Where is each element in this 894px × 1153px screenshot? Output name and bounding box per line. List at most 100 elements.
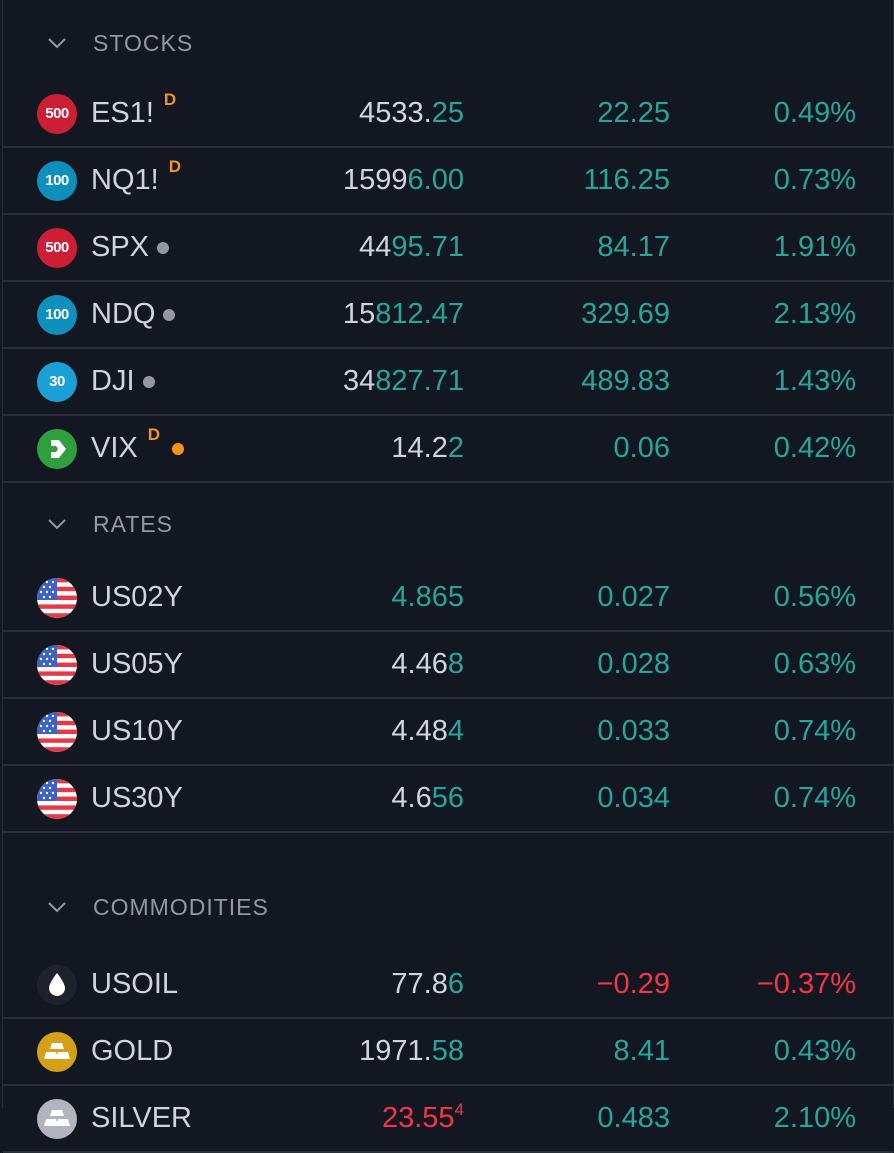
delayed-badge: D bbox=[147, 424, 161, 444]
price-plain: 4.48 bbox=[391, 715, 448, 747]
delayed-badge: D bbox=[163, 89, 177, 109]
watchlist-row[interactable]: US10Y 4.484 0.033 0.74% bbox=[3, 699, 893, 766]
symbol-cell[interactable]: GOLD bbox=[91, 1035, 173, 1068]
watchlist-row[interactable]: US30Y 4.656 0.034 0.74% bbox=[3, 766, 893, 833]
watchlist-row[interactable]: VIX D 14.22 0.06 0.42% bbox=[3, 416, 893, 483]
symbol-cell[interactable]: USOIL bbox=[91, 968, 178, 1001]
price-changed-digits: 95.71 bbox=[391, 231, 464, 263]
symbol-name: USOIL bbox=[91, 968, 179, 1000]
change-percent: 0.56% bbox=[773, 581, 856, 613]
price-plain: 34 bbox=[343, 365, 376, 397]
section-title: STOCKS bbox=[93, 29, 194, 56]
index-logo: 30 bbox=[37, 361, 77, 402]
market-status-dot bbox=[142, 375, 155, 388]
price-plain: 4.6 bbox=[391, 782, 432, 814]
symbol-name: SPX bbox=[91, 231, 150, 263]
watchlist-row[interactable]: 100 NDQ 15812.47 329.69 2.13% bbox=[3, 282, 893, 349]
price-changed-digits: 6.00 bbox=[407, 164, 464, 196]
change-value: 0.483 bbox=[597, 1102, 670, 1134]
price-plain: 44 bbox=[359, 231, 392, 263]
change-value: 84.17 bbox=[597, 231, 670, 263]
watchlist-row[interactable]: US02Y 4.865 0.027 0.56% bbox=[3, 565, 893, 632]
last-price: 77.86 bbox=[391, 968, 464, 1001]
symbol-name: VIX bbox=[91, 432, 138, 464]
us-flag-icon bbox=[37, 577, 77, 618]
change-value: 0.06 bbox=[613, 432, 670, 464]
price-fraction: 4 bbox=[454, 1100, 464, 1119]
symbol-name: US10Y bbox=[91, 715, 183, 747]
market-status-dot bbox=[163, 308, 176, 321]
watchlist-row[interactable]: 100 NQ1! D 15996.00 116.25 0.73% bbox=[3, 148, 893, 215]
change-percent: 1.43% bbox=[773, 365, 856, 397]
us-flag-icon bbox=[37, 778, 77, 819]
watchlist-row[interactable]: GOLD 1971.58 8.41 0.43% bbox=[3, 1019, 893, 1086]
watchlist-row[interactable]: SILVER 23.554 0.483 2.10% bbox=[3, 1086, 893, 1153]
watchlist-row[interactable]: US05Y 4.468 0.028 0.63% bbox=[3, 632, 893, 699]
symbol-cell[interactable]: NQ1! D bbox=[91, 157, 181, 197]
last-price: 1971.58 bbox=[359, 1035, 464, 1068]
change-value: 8.41 bbox=[613, 1035, 670, 1067]
change-percent: 0.49% bbox=[773, 97, 856, 129]
section-header-commodities[interactable]: COMMODITIES bbox=[3, 862, 893, 952]
price-plain: 15 bbox=[343, 298, 376, 330]
chevron-down-icon[interactable] bbox=[3, 901, 93, 913]
symbol-cell[interactable]: US02Y bbox=[91, 581, 183, 614]
index-logo: 500 bbox=[37, 93, 77, 134]
price-changed-digits: 8 bbox=[447, 648, 464, 680]
price-changed-digits: 6 bbox=[447, 968, 464, 1000]
symbol-cell[interactable]: ES1! D bbox=[91, 90, 176, 130]
index-logo: 100 bbox=[37, 294, 77, 335]
change-percent: −0.37% bbox=[756, 968, 856, 1000]
price-changed-digits: 25 bbox=[431, 97, 464, 129]
us-flag-icon bbox=[37, 711, 77, 752]
us-flag-icon bbox=[37, 644, 77, 685]
symbol-cell[interactable]: NDQ bbox=[91, 298, 176, 331]
price-plain: 1971. bbox=[359, 1035, 432, 1067]
change-value: 22.25 bbox=[597, 97, 670, 129]
chevron-down-icon[interactable] bbox=[3, 37, 93, 49]
symbol-name: SILVER bbox=[91, 1102, 193, 1134]
change-value: 0.033 bbox=[597, 715, 670, 747]
watchlist-row[interactable]: 500 SPX 4495.71 84.17 1.91% bbox=[3, 215, 893, 282]
change-percent: 0.74% bbox=[773, 782, 856, 814]
symbol-cell[interactable]: VIX D bbox=[91, 425, 185, 465]
price-plain: 77.8 bbox=[391, 968, 448, 1000]
watchlist-row[interactable]: 30 DJI 34827.71 489.83 1.43% bbox=[3, 349, 893, 416]
symbol-cell[interactable]: US10Y bbox=[91, 715, 183, 748]
bars-icon bbox=[37, 1031, 77, 1072]
change-value: 0.028 bbox=[597, 648, 670, 680]
symbol-name: US05Y bbox=[91, 648, 183, 680]
price-changed-digits: 827.71 bbox=[375, 365, 464, 397]
last-price: 4495.71 bbox=[359, 231, 464, 264]
section-header-stocks[interactable]: STOCKS bbox=[3, 5, 893, 81]
change-percent: 0.73% bbox=[773, 164, 856, 196]
chevron-down-icon[interactable] bbox=[3, 518, 93, 530]
price-changed-digits: 4.865 bbox=[391, 581, 464, 613]
watchlist-row[interactable]: 500 ES1! D 4533.25 22.25 0.49% bbox=[3, 81, 893, 148]
symbol-name: NDQ bbox=[91, 298, 156, 330]
price-plain: 14.2 bbox=[391, 432, 448, 464]
change-percent: 2.13% bbox=[773, 298, 856, 330]
price-changed-digits: 58 bbox=[431, 1035, 464, 1067]
section-title: COMMODITIES bbox=[93, 893, 269, 920]
symbol-cell[interactable]: DJI bbox=[91, 365, 155, 398]
last-price: 23.554 bbox=[382, 1100, 464, 1135]
symbol-cell[interactable]: US30Y bbox=[91, 782, 183, 815]
price-changed-digits: 4 bbox=[447, 715, 464, 747]
change-percent: 0.43% bbox=[773, 1035, 856, 1067]
symbol-cell[interactable]: SPX bbox=[91, 231, 170, 264]
section-header-rates[interactable]: RATES bbox=[3, 483, 893, 565]
symbol-cell[interactable]: US05Y bbox=[91, 648, 183, 681]
symbol-cell[interactable]: SILVER bbox=[91, 1102, 192, 1135]
last-price: 15812.47 bbox=[343, 298, 464, 331]
last-price: 4.484 bbox=[391, 715, 464, 748]
change-value: 489.83 bbox=[581, 365, 670, 397]
change-value: 116.25 bbox=[583, 164, 670, 196]
bars-icon bbox=[37, 1098, 77, 1139]
watchlist-row[interactable]: USOIL 77.86 −0.29 −0.37% bbox=[3, 952, 893, 1019]
last-price: 4533.25 bbox=[359, 97, 464, 130]
index-logo: 500 bbox=[37, 227, 77, 268]
last-price: 4.656 bbox=[391, 782, 464, 815]
change-value: −0.29 bbox=[596, 968, 670, 1000]
